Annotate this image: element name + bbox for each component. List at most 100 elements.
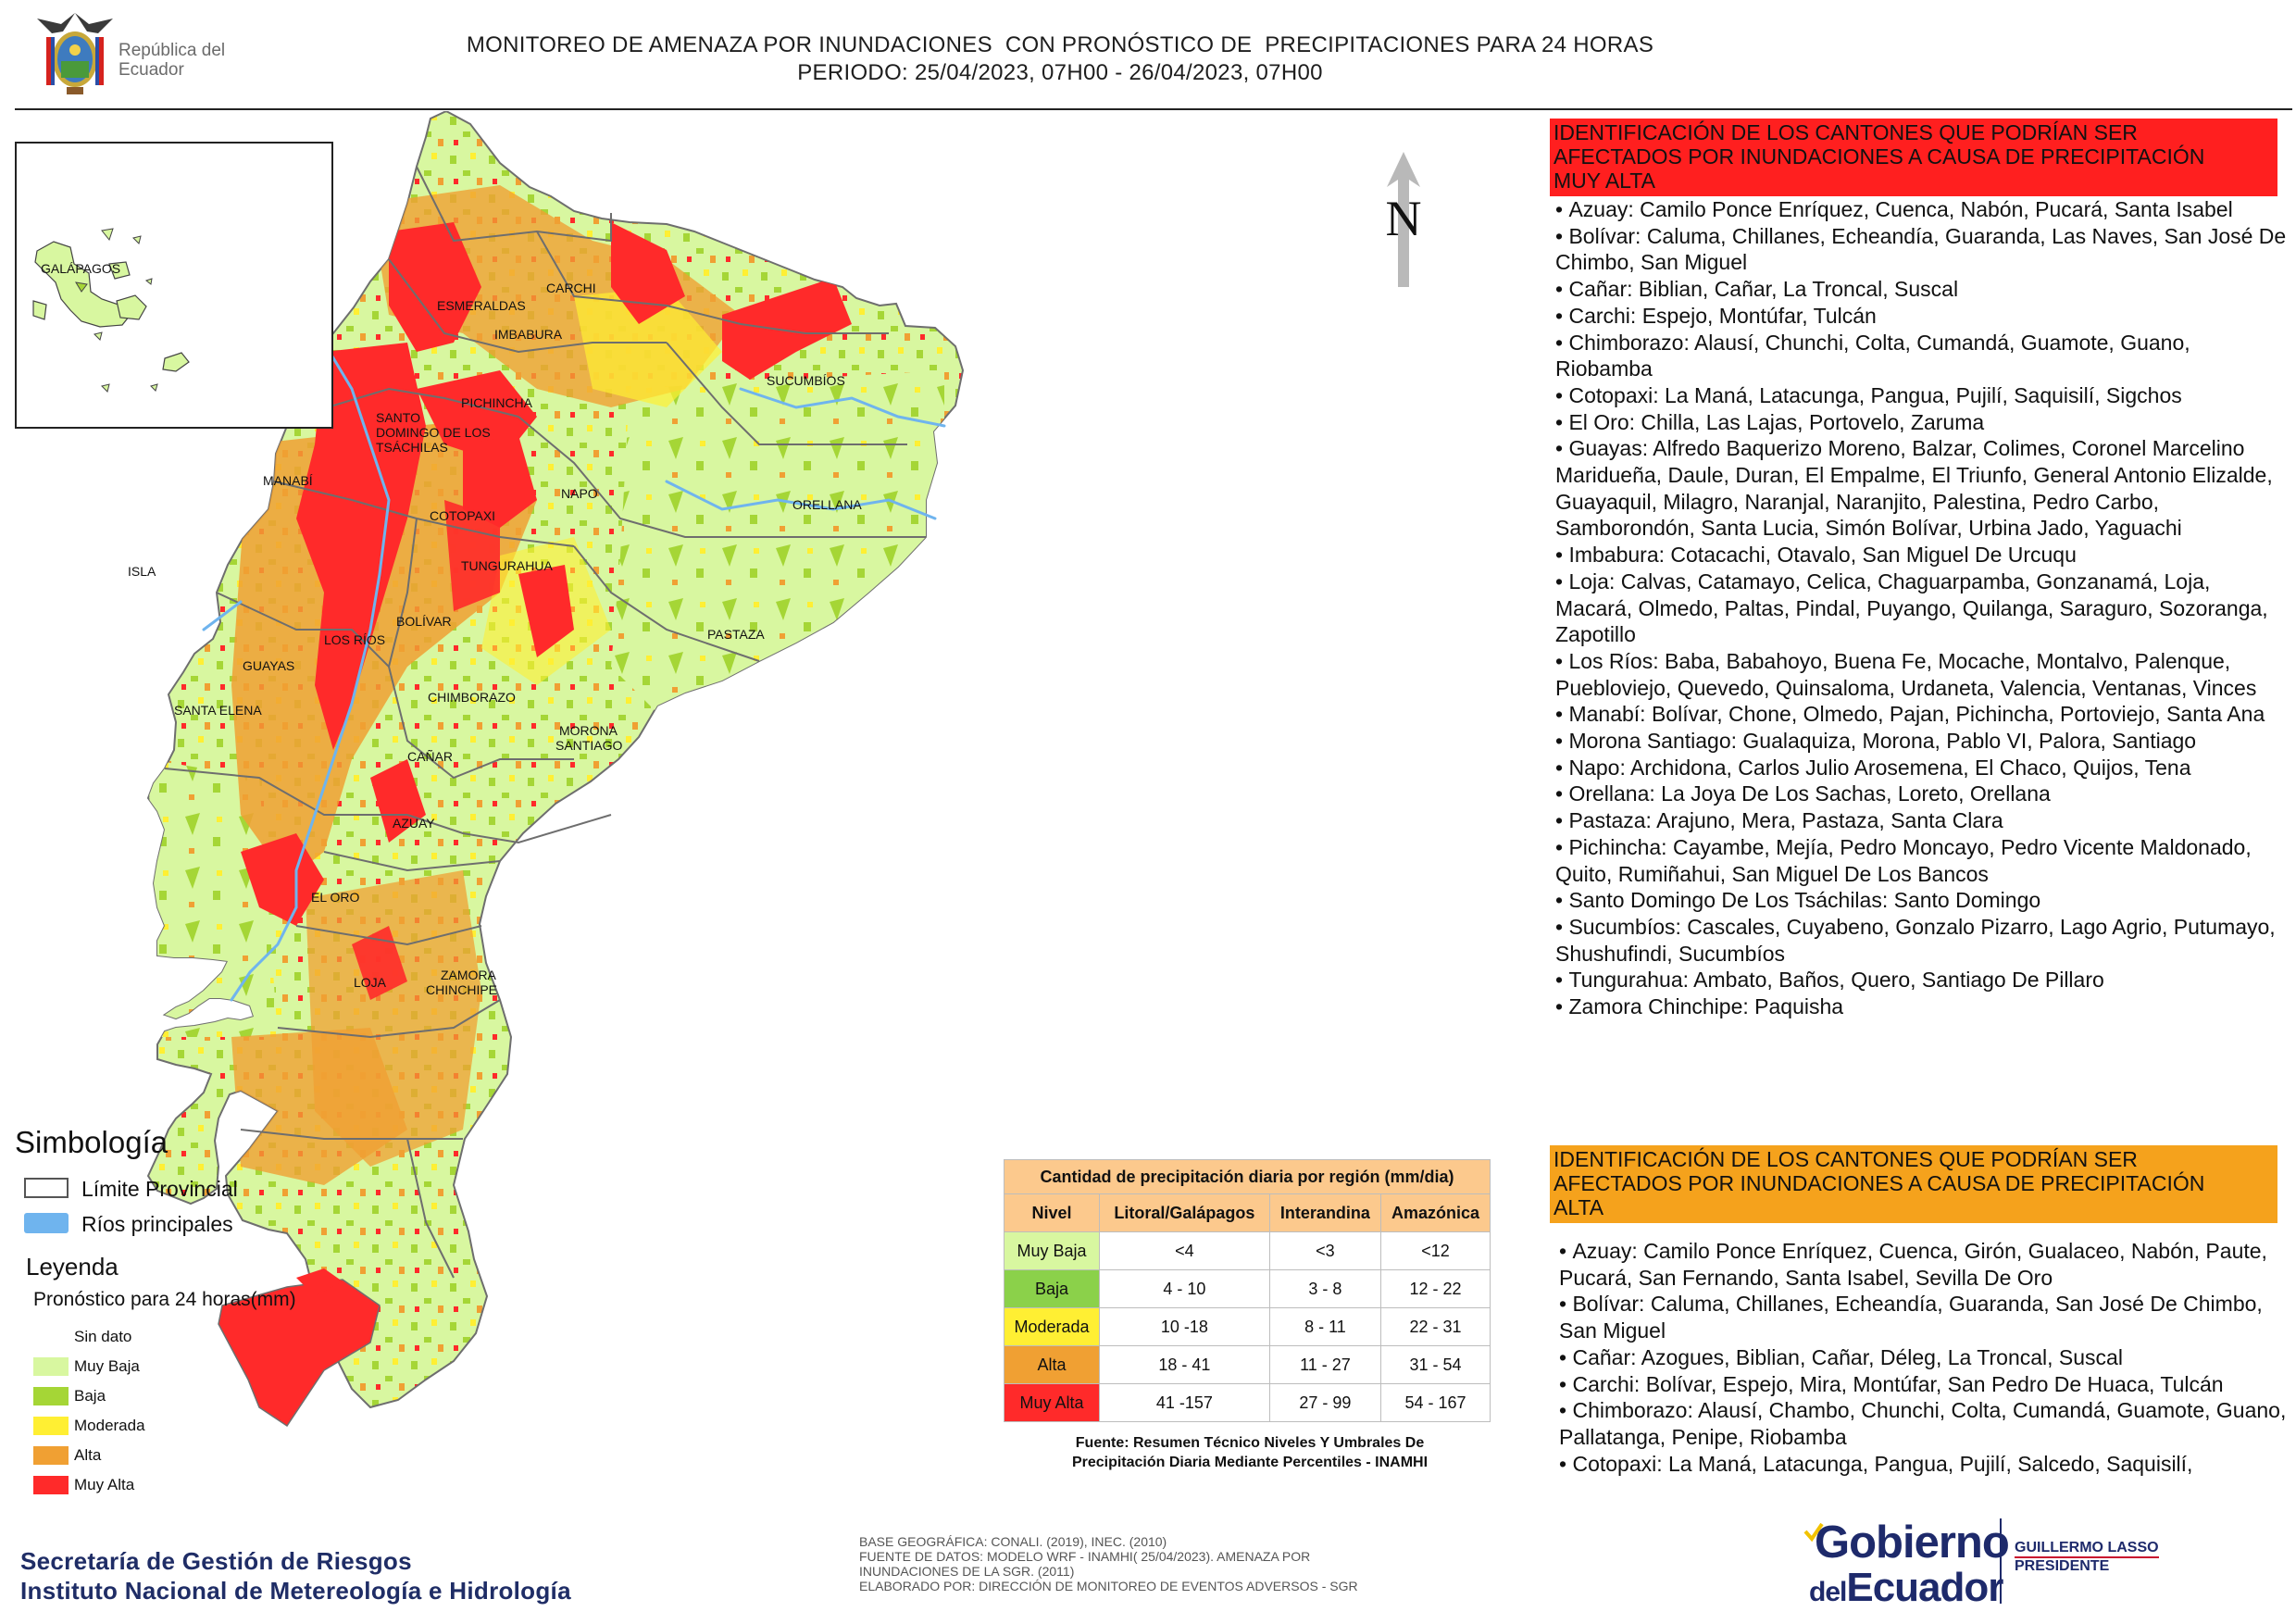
label-orellana: ORELLANA (792, 497, 862, 512)
label-bolivar: BOLÍVAR (396, 614, 452, 629)
org-sgr: Secretaría de Gestión de Riesgos (20, 1547, 412, 1575)
table-value-cell: <3 (1268, 1231, 1382, 1270)
muy-alta-canton-item: Morona Santiago: Gualaquiza, Morona, Pab… (1555, 728, 2289, 755)
table-body: Muy Baja <4 <3 <12 Baja 4 - 10 3 - 8 12 - 22 Mod… (1004, 1231, 1491, 1422)
label-morona: MORONA (559, 723, 618, 738)
map-credits: BASE GEOGRÁFICA: CONALI. (2019), INEC. (… (859, 1534, 1452, 1593)
label-tungurahua: TUNGURAHUA (461, 558, 553, 573)
table-value-cell: <12 (1380, 1231, 1491, 1270)
alta-canton-item: Carchi: Bolívar, Espejo, Mira, Montúfar,… (1559, 1371, 2290, 1398)
table-value-cell: 27 - 99 (1268, 1383, 1382, 1422)
table-level-cell: Alta (1004, 1345, 1100, 1384)
label-napo: NAPO (561, 486, 598, 501)
table-value-cell: 3 - 8 (1268, 1269, 1382, 1308)
muy-alta-canton-item: Pastaza: Arajuno, Mera, Pastaza, Santa C… (1555, 807, 2289, 834)
muy-alta-canton-item: Pichincha: Cayambe, Mejía, Pedro Moncayo… (1555, 834, 2289, 887)
label-sucumbios: SUCUMBÍOS (767, 373, 845, 388)
coat-of-arms-icon (37, 13, 113, 94)
galapagos-label: GALÁPAGOS (41, 261, 120, 276)
del-text: del (1809, 1577, 1847, 1607)
legend-swatch (33, 1476, 69, 1494)
label-pichincha: PICHINCHA (461, 395, 533, 410)
title-line-2: PERIODO: 25/04/2023, 07H00 - 26/04/2023,… (797, 60, 1323, 85)
alta-canton-item: Bolívar: Caluma, Chillanes, Echeandía, G… (1559, 1291, 2290, 1343)
alta-canton-item: Cañar: Azogues, Biblian, Cañar, Déleg, L… (1559, 1344, 2290, 1371)
galapagos-inset: GALÁPAGOS (15, 142, 333, 429)
muy-alta-header-line: MUY ALTA (1554, 169, 1655, 193)
table-header: Interandina (1268, 1193, 1382, 1232)
table-level-cell: Muy Baja (1004, 1231, 1100, 1270)
ecuador-emblem-logo: República del Ecuador (33, 9, 246, 102)
legend-level-label: Muy Baja (74, 1357, 140, 1375)
muy-alta-canton-item: Napo: Archidona, Carlos Julio Arosemena,… (1555, 755, 2289, 781)
table-source-line: Precipitación Diaria Mediante Percentile… (1071, 1455, 1429, 1470)
table-value-cell: 41 -157 (1099, 1383, 1270, 1422)
table-row: Baja 4 - 10 3 - 8 12 - 22 (1004, 1269, 1491, 1308)
label-santo: SANTO (376, 410, 420, 425)
legend-subtitle: Pronóstico para 24 horas(mm) (33, 1289, 296, 1310)
credit-line: BASE GEOGRÁFICA: CONALI. (2019), INEC. (… (859, 1534, 1167, 1549)
label-esmeraldas: ESMERALDAS (437, 298, 526, 313)
label-imbabura: IMBABURA (494, 327, 563, 342)
org-inamhi: Instituto Nacional de Metereología e Hid… (20, 1577, 571, 1605)
muy-alta-canton-item: Carchi: Espejo, Montúfar, Tulcán (1555, 303, 2289, 330)
table-source: Fuente: Resumen Técnico Niveles Y Umbral… (1018, 1433, 1481, 1472)
province-labels: CARCHI ESMERALDAS IMBABURA SUCUMBÍOS PIC… (128, 281, 862, 997)
alta-header-line: ALTA (1554, 1195, 1604, 1219)
republica-label: República del Ecuador (119, 41, 226, 80)
table-value-cell: 12 - 22 (1380, 1269, 1491, 1308)
table-value-cell: 10 -18 (1099, 1307, 1270, 1346)
muy-alta-canton-item: Chimborazo: Alausí, Chunchi, Colta, Cuma… (1555, 330, 2289, 382)
label-santiago: SANTIAGO (555, 738, 622, 753)
ecuador-precipitation-map: CARCHI ESMERALDAS IMBABURA SUCUMBÍOS PIC… (128, 111, 964, 1428)
ecuador-text: Ecuador (1846, 1565, 2003, 1610)
label-zamora: ZAMORA (441, 968, 497, 982)
president-label: GUILLERMO LASSO PRESIDENTE (2015, 1540, 2159, 1574)
label-domingo: DOMINGO DE LOS (376, 425, 491, 440)
table-level-cell: Baja (1004, 1269, 1100, 1308)
provincial-limit-swatch (24, 1178, 69, 1198)
muy-alta-canton-item: Imbabura: Cotacachi, Otavalo, San Miguel… (1555, 542, 2289, 568)
galapagos-map: GALÁPAGOS (32, 228, 190, 393)
label-cotopaxi: COTOPAXI (430, 508, 495, 523)
del-ecuador-text: delEcuador (1809, 1565, 2003, 1611)
title-line-1: MONITOREO DE AMENAZA POR INUNDACIONES CO… (466, 32, 1654, 57)
label-pastaza: PASTAZA (707, 627, 765, 642)
provincial-limit-label: Límite Provincial (81, 1177, 238, 1201)
legend-swatch (33, 1417, 69, 1435)
muy-alta-canton-item: Sucumbíos: Cascales, Cuyabeno, Gonzalo P… (1555, 914, 2289, 967)
footer-organizations: Secretaría de Gestión de Riesgos Institu… (20, 1546, 571, 1605)
table-value-cell: <4 (1099, 1231, 1270, 1270)
legend-swatch (33, 1357, 69, 1376)
label-chinchipe: CHINCHIPE (426, 982, 497, 997)
legend-swatch (33, 1446, 69, 1465)
provincial-borders (164, 166, 926, 1279)
credit-line: FUENTE DE DATOS: MODELO WRF - INAMHI( 25… (859, 1549, 1311, 1564)
label-isla: ISLA (128, 564, 156, 579)
muy-alta-canton-item: Zamora Chinchipe: Paquisha (1555, 993, 2289, 1020)
legend-level-label: Baja (74, 1387, 106, 1405)
muy-alta-header-line: AFECTADOS POR INUNDACIONES A CAUSA DE PR… (1554, 144, 2205, 169)
legend-swatch (33, 1387, 69, 1405)
label-el-oro: EL ORO (311, 890, 359, 905)
table-value-cell: 22 - 31 (1380, 1307, 1491, 1346)
table-value-cell: 31 - 54 (1380, 1345, 1491, 1384)
table-header: Nivel (1004, 1193, 1100, 1232)
table-level-cell: Moderada (1004, 1307, 1100, 1346)
table-row: Alta 18 - 41 11 - 27 31 - 54 (1004, 1345, 1491, 1384)
muy-alta-canton-item: Orellana: La Joya De Los Sachas, Loreto,… (1555, 781, 2289, 807)
table-row: Muy Baja <4 <3 <12 (1004, 1231, 1491, 1270)
gobierno-logo: Gobierno delEcuador (1802, 1511, 2033, 1613)
legend-level-label: Sin dato (74, 1328, 132, 1345)
north-arrow-icon: N (1386, 152, 1422, 287)
credit-line: ELABORADO POR: DIRECCIÓN DE MONITOREO DE… (859, 1579, 1358, 1593)
legend-level-label: Muy Alta (74, 1476, 135, 1493)
muy-alta-canton-list: Azuay: Camilo Ponce Enríquez, Cuenca, Na… (1555, 196, 2289, 1020)
gobierno-text: Gobierno (1815, 1518, 2010, 1568)
muy-alta-canton-item: Tungurahua: Ambato, Baños, Quero, Santia… (1555, 967, 2289, 993)
alta-canton-item: Chimborazo: Alausí, Chambo, Chunchi, Col… (1559, 1397, 2290, 1450)
label-loja: LOJA (354, 975, 387, 990)
muy-alta-canton-item: Los Ríos: Baba, Babahoyo, Buena Fe, Moca… (1555, 648, 2289, 701)
legend-level-label: Moderada (74, 1417, 145, 1434)
table-level-cell: Muy Alta (1004, 1383, 1100, 1422)
